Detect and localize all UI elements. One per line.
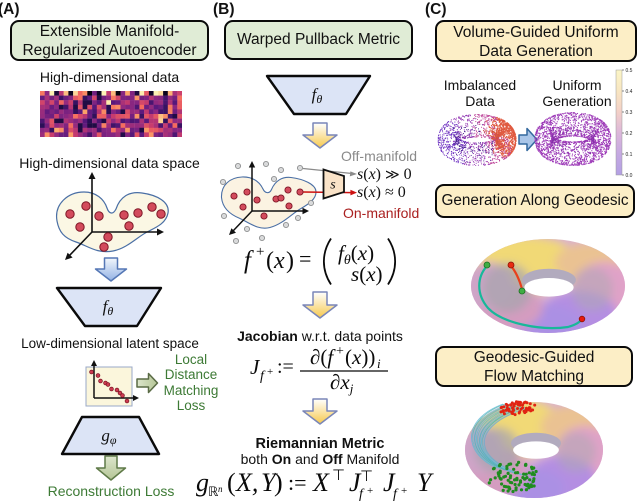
svg-text:s: s xyxy=(330,178,336,193)
svg-text:∂xj: ∂xj xyxy=(330,370,354,396)
svg-text:J: J xyxy=(349,468,362,497)
svg-text:0.4: 0.4 xyxy=(626,89,633,95)
svg-text:f: f xyxy=(393,487,399,501)
svg-text:): ) xyxy=(274,468,283,497)
svg-text:(: ( xyxy=(345,345,352,369)
svg-text:0.0: 0.0 xyxy=(626,173,633,179)
svg-text:X: X xyxy=(312,468,330,497)
svg-text:0.3: 0.3 xyxy=(626,110,633,116)
svg-text:i: i xyxy=(377,356,381,371)
svg-text:g: g xyxy=(196,468,209,497)
svg-text:x: x xyxy=(273,248,285,274)
svg-text:(: ( xyxy=(266,248,274,274)
svg-text::=: := xyxy=(288,470,307,495)
svg-text:⊤: ⊤ xyxy=(360,469,373,485)
svg-text:fθ(x): fθ(x) xyxy=(338,241,374,268)
svg-text:f: f xyxy=(244,247,254,274)
svg-text:+: + xyxy=(336,344,344,359)
svg-text:): ) xyxy=(286,248,294,274)
svg-text:X,: X, xyxy=(235,468,258,497)
svg-text:+: + xyxy=(256,244,264,260)
svg-text:0.5: 0.5 xyxy=(626,68,633,74)
svg-text::=: := xyxy=(277,356,294,378)
svg-text:J: J xyxy=(383,468,396,497)
svg-text:ℝ: ℝ xyxy=(208,484,219,499)
svg-text:x)): x)) xyxy=(351,345,375,369)
svg-text:0.1: 0.1 xyxy=(626,152,633,158)
svg-text:+: + xyxy=(367,485,373,497)
svg-text:f: f xyxy=(359,487,365,501)
svg-text:s(x): s(x) xyxy=(351,262,383,286)
svg-text:+: + xyxy=(267,366,273,378)
svg-text:f: f xyxy=(260,369,266,384)
svg-text:Y: Y xyxy=(417,468,434,497)
svg-text:=: = xyxy=(299,246,311,271)
svg-text:fθ: fθ xyxy=(312,85,323,106)
svg-text:0.2: 0.2 xyxy=(626,131,633,137)
svg-text:J: J xyxy=(250,355,261,379)
svg-text:(: ( xyxy=(227,468,236,497)
svg-text:⊤: ⊤ xyxy=(332,468,345,484)
svg-text:n: n xyxy=(218,484,223,494)
svg-text:fθ: fθ xyxy=(103,297,114,318)
svg-text:∂(f: ∂(f xyxy=(310,345,336,369)
svg-text:Y: Y xyxy=(261,468,278,497)
svg-text:+: + xyxy=(401,485,407,497)
